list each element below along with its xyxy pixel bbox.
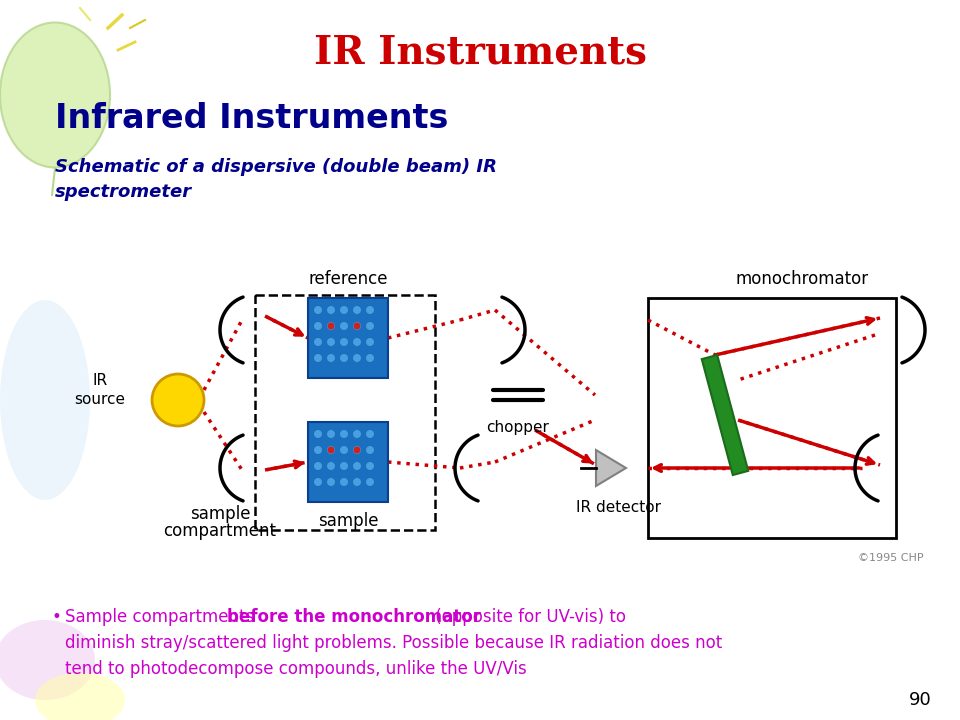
Text: sample: sample <box>190 505 251 523</box>
Text: Infrared Instruments: Infrared Instruments <box>55 102 448 135</box>
Circle shape <box>366 478 374 486</box>
Circle shape <box>366 446 374 454</box>
Circle shape <box>353 446 361 454</box>
Circle shape <box>327 306 335 314</box>
Text: compartment: compartment <box>163 522 276 540</box>
Circle shape <box>327 323 334 330</box>
Text: IR
source: IR source <box>75 373 126 407</box>
Circle shape <box>327 462 335 470</box>
Polygon shape <box>596 450 626 486</box>
Ellipse shape <box>0 300 90 500</box>
Circle shape <box>340 306 348 314</box>
Text: sample: sample <box>318 512 378 530</box>
Text: 90: 90 <box>908 691 931 709</box>
Circle shape <box>366 306 374 314</box>
Circle shape <box>353 446 361 454</box>
Bar <box>308 298 388 378</box>
Text: ©1995 CHP: ©1995 CHP <box>858 553 924 563</box>
Text: monochromator: monochromator <box>735 270 869 288</box>
Text: reference: reference <box>308 270 388 288</box>
Circle shape <box>366 462 374 470</box>
Text: Sample compartments: Sample compartments <box>65 608 259 626</box>
Circle shape <box>314 354 322 362</box>
Circle shape <box>340 446 348 454</box>
Circle shape <box>327 446 334 454</box>
Circle shape <box>327 430 335 438</box>
Circle shape <box>314 306 322 314</box>
Circle shape <box>314 478 322 486</box>
Ellipse shape <box>35 672 125 720</box>
Text: tend to photodecompose compounds, unlike the UV/Vis: tend to photodecompose compounds, unlike… <box>65 660 527 678</box>
Text: IR Instruments: IR Instruments <box>314 33 646 71</box>
Circle shape <box>353 306 361 314</box>
Text: (opposite for UV-vis) to: (opposite for UV-vis) to <box>430 608 626 626</box>
Circle shape <box>340 338 348 346</box>
Text: chopper: chopper <box>487 420 549 435</box>
Circle shape <box>366 338 374 346</box>
Circle shape <box>327 446 335 454</box>
Circle shape <box>340 322 348 330</box>
Circle shape <box>314 338 322 346</box>
Text: diminish stray/scattered light problems. Possible because IR radiation does not: diminish stray/scattered light problems.… <box>65 634 722 652</box>
Text: Schematic of a dispersive (double beam) IR
spectrometer: Schematic of a dispersive (double beam) … <box>55 158 497 201</box>
Circle shape <box>314 446 322 454</box>
Circle shape <box>340 478 348 486</box>
Circle shape <box>353 322 361 330</box>
Circle shape <box>152 374 204 426</box>
Circle shape <box>340 354 348 362</box>
Ellipse shape <box>0 620 95 700</box>
Bar <box>308 422 388 502</box>
Ellipse shape <box>0 22 110 168</box>
Bar <box>255 295 435 530</box>
Circle shape <box>340 462 348 470</box>
Circle shape <box>366 354 374 362</box>
Circle shape <box>314 462 322 470</box>
Circle shape <box>353 430 361 438</box>
Circle shape <box>327 478 335 486</box>
Circle shape <box>340 430 348 438</box>
Circle shape <box>327 338 335 346</box>
Circle shape <box>314 322 322 330</box>
Circle shape <box>366 430 374 438</box>
Circle shape <box>327 354 335 362</box>
Circle shape <box>366 322 374 330</box>
Circle shape <box>353 323 361 330</box>
Circle shape <box>327 322 335 330</box>
Circle shape <box>314 430 322 438</box>
Circle shape <box>353 354 361 362</box>
Bar <box>648 298 896 538</box>
Circle shape <box>353 478 361 486</box>
Circle shape <box>353 338 361 346</box>
Circle shape <box>353 462 361 470</box>
Text: IR detector: IR detector <box>575 500 660 515</box>
Text: •: • <box>52 608 61 626</box>
Polygon shape <box>702 355 748 475</box>
Text: before the monochromator: before the monochromator <box>227 608 481 626</box>
